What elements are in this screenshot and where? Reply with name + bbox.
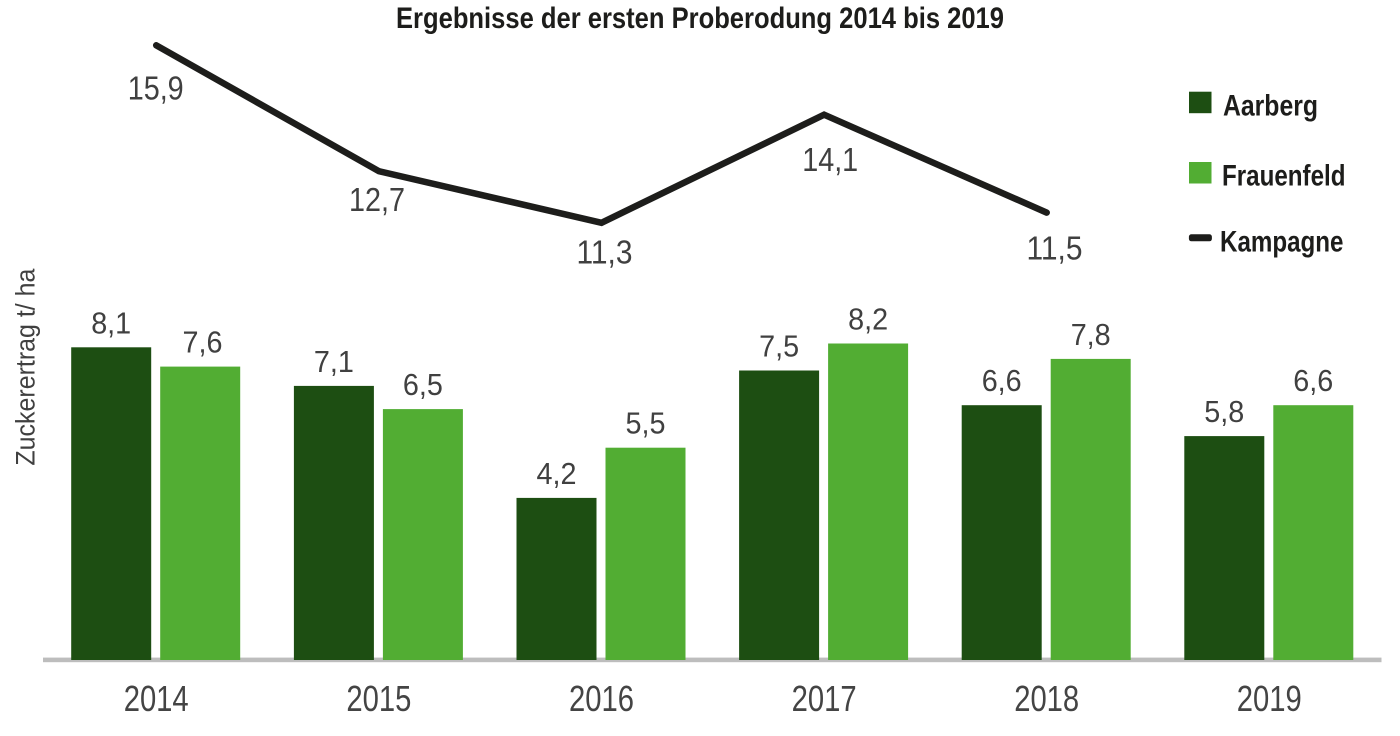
svg-text:2014: 2014	[124, 678, 189, 719]
svg-text:7,6: 7,6	[183, 325, 223, 360]
svg-text:12,7: 12,7	[349, 181, 405, 218]
svg-text:11,5: 11,5	[1027, 229, 1083, 266]
svg-text:6,6: 6,6	[982, 363, 1022, 398]
svg-text:Frauenfeld: Frauenfeld	[1222, 160, 1346, 193]
svg-text:2018: 2018	[1014, 678, 1079, 719]
svg-text:6,6: 6,6	[1293, 363, 1333, 398]
svg-text:4,2: 4,2	[537, 456, 577, 491]
svg-text:8,2: 8,2	[848, 302, 888, 337]
svg-text:2016: 2016	[569, 678, 634, 719]
svg-text:14,1: 14,1	[802, 141, 858, 178]
svg-text:7,5: 7,5	[759, 329, 799, 364]
svg-text:Kampagne: Kampagne	[1220, 226, 1344, 259]
svg-text:7,8: 7,8	[1071, 317, 1111, 352]
svg-text:5,8: 5,8	[1204, 394, 1244, 429]
svg-text:2017: 2017	[792, 678, 857, 719]
svg-text:7,1: 7,1	[314, 344, 354, 379]
svg-text:8,1: 8,1	[91, 305, 131, 340]
svg-text:Ergebnisse der ersten Proberod: Ergebnisse der ersten Proberodung 2014 b…	[396, 2, 1004, 35]
svg-text:2015: 2015	[346, 678, 411, 719]
svg-text:2019: 2019	[1237, 678, 1302, 719]
svg-text:11,3: 11,3	[577, 234, 633, 271]
svg-text:15,9: 15,9	[128, 69, 184, 106]
svg-text:Aarberg: Aarberg	[1223, 89, 1318, 122]
svg-text:5,5: 5,5	[626, 406, 666, 441]
svg-text:6,5: 6,5	[403, 367, 443, 402]
svg-text:Zuckerertrag t/ ha: Zuckerertrag t/ ha	[11, 268, 41, 466]
